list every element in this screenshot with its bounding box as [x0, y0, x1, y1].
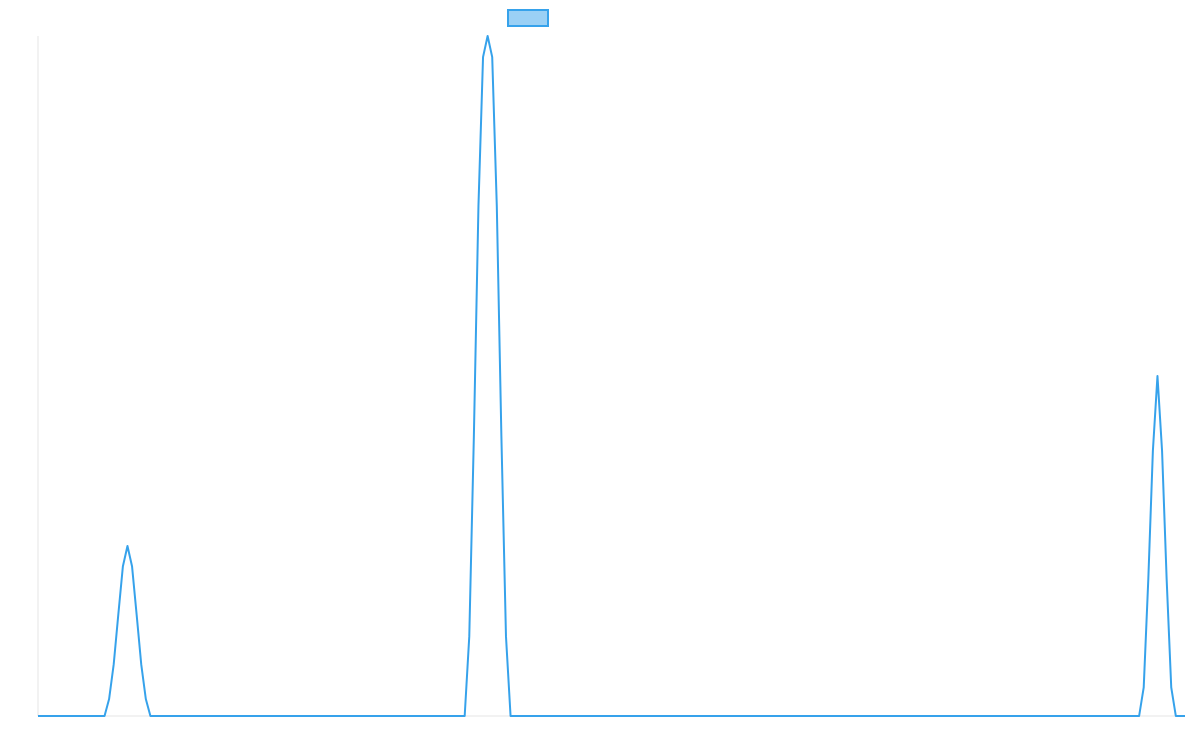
legend-swatch[interactable]: [507, 9, 549, 27]
data-point[interactable]: [1145, 576, 1151, 582]
data-point[interactable]: [471, 434, 477, 440]
data-point[interactable]: [143, 696, 149, 702]
axes: [37, 36, 1185, 717]
data-point[interactable]: [1150, 448, 1156, 454]
data-point[interactable]: [475, 203, 481, 209]
data-point[interactable]: [485, 33, 491, 39]
legend[interactable]: [507, 9, 549, 27]
data-point[interactable]: [462, 713, 468, 719]
data-point[interactable]: [1164, 576, 1170, 582]
series-layer: [35, 33, 1188, 719]
data-point[interactable]: [120, 563, 126, 569]
data-point[interactable]: [489, 54, 495, 60]
series-line: [38, 35, 1185, 717]
data-point[interactable]: [134, 612, 140, 618]
data-point[interactable]: [414, 713, 420, 719]
data-point[interactable]: [498, 434, 504, 440]
data-point[interactable]: [124, 543, 130, 549]
data-point[interactable]: [466, 633, 472, 639]
data-point[interactable]: [147, 713, 153, 719]
data-point[interactable]: [1141, 684, 1147, 690]
data-point[interactable]: [115, 612, 121, 618]
data-point[interactable]: [129, 563, 135, 569]
data-point[interactable]: [106, 696, 112, 702]
data-point[interactable]: [1182, 713, 1188, 719]
data-point[interactable]: [1136, 713, 1142, 719]
data-point[interactable]: [92, 713, 98, 719]
data-point[interactable]: [494, 203, 500, 209]
data-point[interactable]: [480, 54, 486, 60]
data-point[interactable]: [111, 661, 117, 667]
data-point[interactable]: [1168, 684, 1174, 690]
data-point[interactable]: [35, 713, 41, 719]
data-point[interactable]: [1159, 448, 1165, 454]
data-point[interactable]: [517, 713, 523, 719]
data-point[interactable]: [102, 713, 108, 719]
data-point[interactable]: [503, 633, 509, 639]
data-point[interactable]: [1154, 373, 1160, 379]
data-point[interactable]: [138, 661, 144, 667]
